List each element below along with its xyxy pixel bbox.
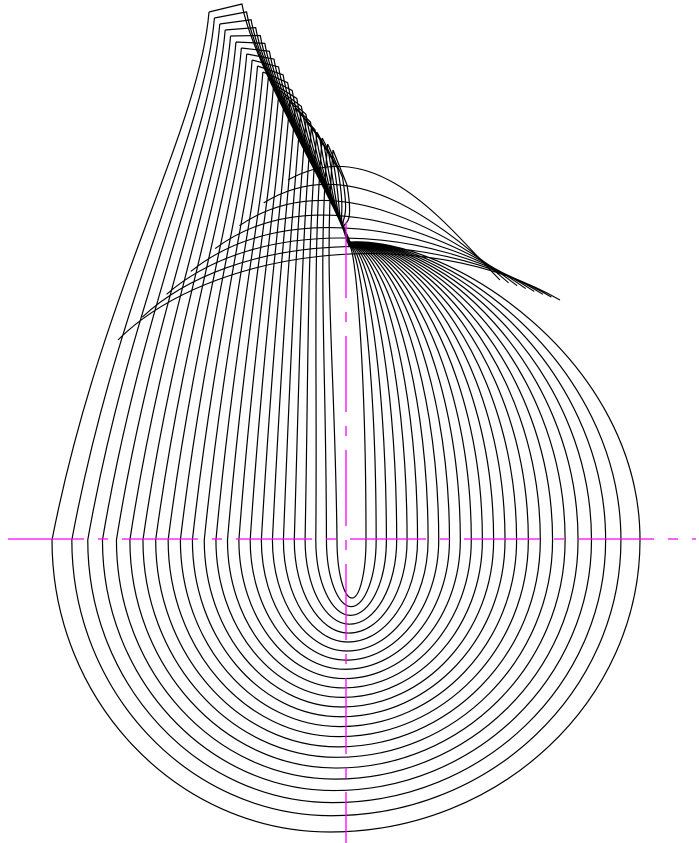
- cross-strand-2: [141, 246, 552, 318]
- cross-strand-1: [117, 253, 561, 341]
- cross-strand-8: [287, 166, 501, 281]
- centerlines: [8, 222, 696, 843]
- cross-strand-7: [263, 183, 509, 284]
- curve-family: [51, 3, 641, 833]
- curve-24: [328, 149, 367, 599]
